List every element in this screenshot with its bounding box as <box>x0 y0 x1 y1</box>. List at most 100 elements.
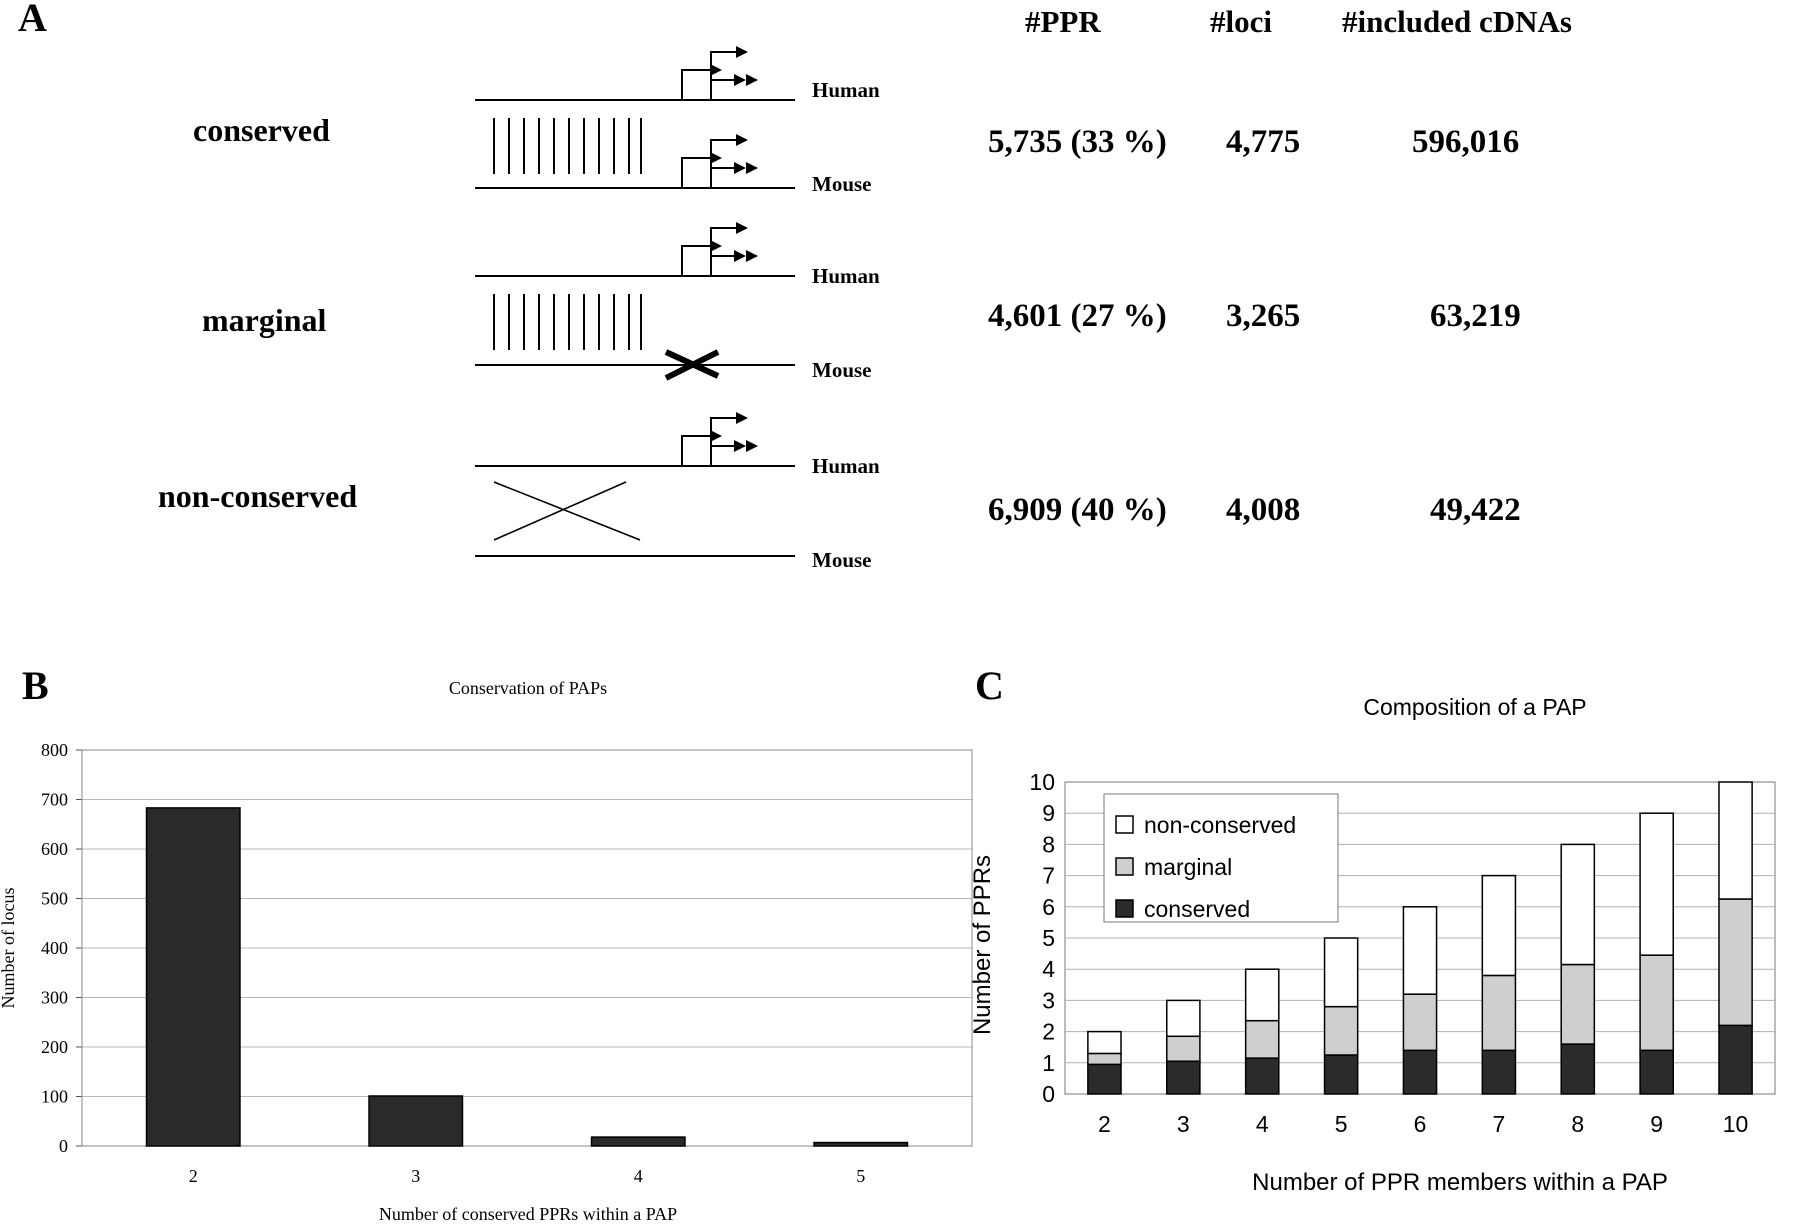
chart-c-ytick: 7 <box>1042 863 1055 889</box>
chart-c-bar-segment-conserved <box>1560 1043 1596 1095</box>
chart-b-ytick: 300 <box>41 988 68 1008</box>
panel-c-letter: C <box>975 663 1004 708</box>
row-label-non-conserved: non-conserved <box>158 478 358 514</box>
chart-c-bar-segment-non-conserved <box>1560 843 1596 966</box>
cdnas-value-marginal: 63,219 <box>1430 298 1521 334</box>
cdnas-value-non-conserved: 49,422 <box>1430 492 1521 528</box>
chart-c-bar-segment-marginal <box>1166 1035 1201 1062</box>
chart-c-bar-segment-marginal <box>1323 1005 1359 1056</box>
chart-c-legend <box>1103 793 1339 923</box>
header-loci: #loci <box>1210 4 1272 39</box>
chart-b-ytick: 200 <box>41 1037 68 1057</box>
chart-c-bar-segment-marginal <box>1244 1019 1280 1059</box>
header-ppr: #PPR <box>1025 4 1101 39</box>
panel-a-letter: A <box>18 0 47 40</box>
diagram-non-conserved <box>475 411 795 557</box>
chart-c-legend-swatch <box>1115 857 1134 876</box>
chart-c-xtick: 2 <box>1098 1111 1111 1137</box>
chart-b-ytick: 500 <box>41 889 68 909</box>
chart-c-ytick: 9 <box>1042 800 1055 826</box>
row-label-conserved: conserved <box>193 112 330 148</box>
species-mouse-1: Mouse <box>812 172 872 196</box>
chart-c-xtick: 8 <box>1571 1111 1584 1137</box>
chart-b-xtick: 2 <box>189 1166 198 1186</box>
chart-c-ytick: 5 <box>1042 925 1055 951</box>
diagram-conserved <box>475 45 795 189</box>
chart-c-bar-segment-marginal <box>1639 954 1674 1052</box>
chart-c-bar-segment-conserved <box>1244 1057 1280 1095</box>
chart-c-bar-segment-non-conserved <box>1639 812 1674 956</box>
chart-c-bar-segment-conserved <box>1166 1060 1201 1095</box>
loci-value-conserved: 4,775 <box>1226 124 1301 160</box>
chart-b-ytick: 600 <box>41 839 68 859</box>
chart-c-xtick: 9 <box>1650 1111 1663 1137</box>
loci-value-marginal: 3,265 <box>1226 298 1301 334</box>
chart-c-bar-segment-non-conserved <box>1166 999 1201 1038</box>
chart-b-xlabel: Number of conserved PPRs within a PAP <box>379 1204 677 1224</box>
cdnas-value-conserved: 596,016 <box>1412 124 1520 160</box>
chart-b-ytick: 0 <box>59 1136 68 1156</box>
chart-c-bar-segment-marginal <box>1402 993 1438 1052</box>
diagram-marginal <box>475 221 795 381</box>
chart-c-bar-segment-conserved <box>1087 1063 1122 1095</box>
species-human-2: Human <box>812 264 880 288</box>
chart-c-xtick: 5 <box>1335 1111 1348 1137</box>
chart-c-xtick: 7 <box>1492 1111 1505 1137</box>
chart-c-legend-swatch <box>1115 899 1134 918</box>
chart-c-legend-label: non-conserved <box>1144 812 1296 838</box>
chart-c-bar-segment-non-conserved <box>1244 968 1280 1022</box>
chart-c-xtick: 6 <box>1414 1111 1427 1137</box>
chart-b-bar <box>813 1141 909 1147</box>
chart-c-bar-segment-conserved <box>1481 1049 1517 1095</box>
chart-b-xtick: 3 <box>411 1166 420 1186</box>
chart-b-ytick: 800 <box>41 740 68 760</box>
chart-c-bar-segment-non-conserved <box>1087 1030 1122 1055</box>
chart-c-bar-segment-conserved <box>1402 1049 1438 1095</box>
chart-b-title: Conservation of PAPs <box>449 678 607 698</box>
ppr-value-non-conserved: 6,909 (40 %) <box>988 492 1167 528</box>
chart-b-bar <box>368 1095 464 1147</box>
chart-c-bar-segment-non-conserved <box>1481 874 1517 977</box>
header-cdnas: #included cDNAs <box>1342 4 1572 39</box>
chart-c-bar-segment-non-conserved <box>1718 781 1753 900</box>
ppr-value-marginal: 4,601 (27 %) <box>988 298 1167 334</box>
chart-c-ytick: 3 <box>1042 987 1055 1013</box>
chart-c-xlabel: Number of PPR members within a PAP <box>1252 1169 1668 1196</box>
chart-c-legend-label: marginal <box>1144 854 1232 880</box>
chart-c-ytick: 8 <box>1042 831 1055 857</box>
chart-b-ytick: 400 <box>41 938 68 958</box>
chart-c-ytick: 2 <box>1042 1019 1055 1045</box>
species-human-3: Human <box>812 454 880 478</box>
chart-b-xtick: 4 <box>634 1166 643 1186</box>
chart-c-bar-segment-conserved <box>1639 1049 1674 1095</box>
chart-c-ytick: 0 <box>1042 1081 1055 1107</box>
chart-b: Conservation of PAPs 0 100 200 300 400 500 600 7… <box>0 678 973 1224</box>
chart-c-bar-segment-non-conserved <box>1402 906 1438 995</box>
chart-c-bar-segment-marginal <box>1087 1052 1122 1066</box>
chart-b-xtick: 5 <box>856 1166 865 1186</box>
chart-b-plot-frame <box>81 749 973 1147</box>
chart-c-ylabel: Number of PPRs <box>969 855 996 1035</box>
panel-b-letter: B <box>22 663 49 708</box>
chart-c-legend-label: conserved <box>1144 896 1250 922</box>
chart-c-ytick: 10 <box>1029 769 1055 795</box>
chart-b-ylabel: Number of locus <box>0 888 18 1009</box>
chart-c-xtick: 3 <box>1177 1111 1190 1137</box>
chart-c-xtick: 10 <box>1723 1111 1749 1137</box>
chart-c-xtick: 4 <box>1256 1111 1269 1137</box>
chart-c-ytick: 6 <box>1042 894 1055 920</box>
chart-c-title: Composition of a PAP <box>1363 694 1586 720</box>
chart-c-bar-segment-marginal <box>1560 963 1596 1045</box>
loci-value-non-conserved: 4,008 <box>1226 492 1301 528</box>
chart-c-bar-segment-conserved <box>1718 1024 1753 1095</box>
panel-a-diagram <box>475 45 795 557</box>
species-mouse-2: Mouse <box>812 358 872 382</box>
chart-c-bar-segment-marginal <box>1481 974 1517 1052</box>
chart-c-bar-segment-non-conserved <box>1323 937 1359 1008</box>
chart-c: Composition of a PAP 0 1 2 3 4 5 6 7 8 9 10 2 3 4 5 6 7 8 9… <box>969 694 1776 1196</box>
chart-b-ytick: 100 <box>41 1087 68 1107</box>
chart-b-ytick: 700 <box>41 790 68 810</box>
species-mouse-3: Mouse <box>812 548 872 572</box>
chart-c-ytick: 1 <box>1042 1050 1055 1076</box>
chart-c-bar-segment-conserved <box>1323 1054 1359 1095</box>
